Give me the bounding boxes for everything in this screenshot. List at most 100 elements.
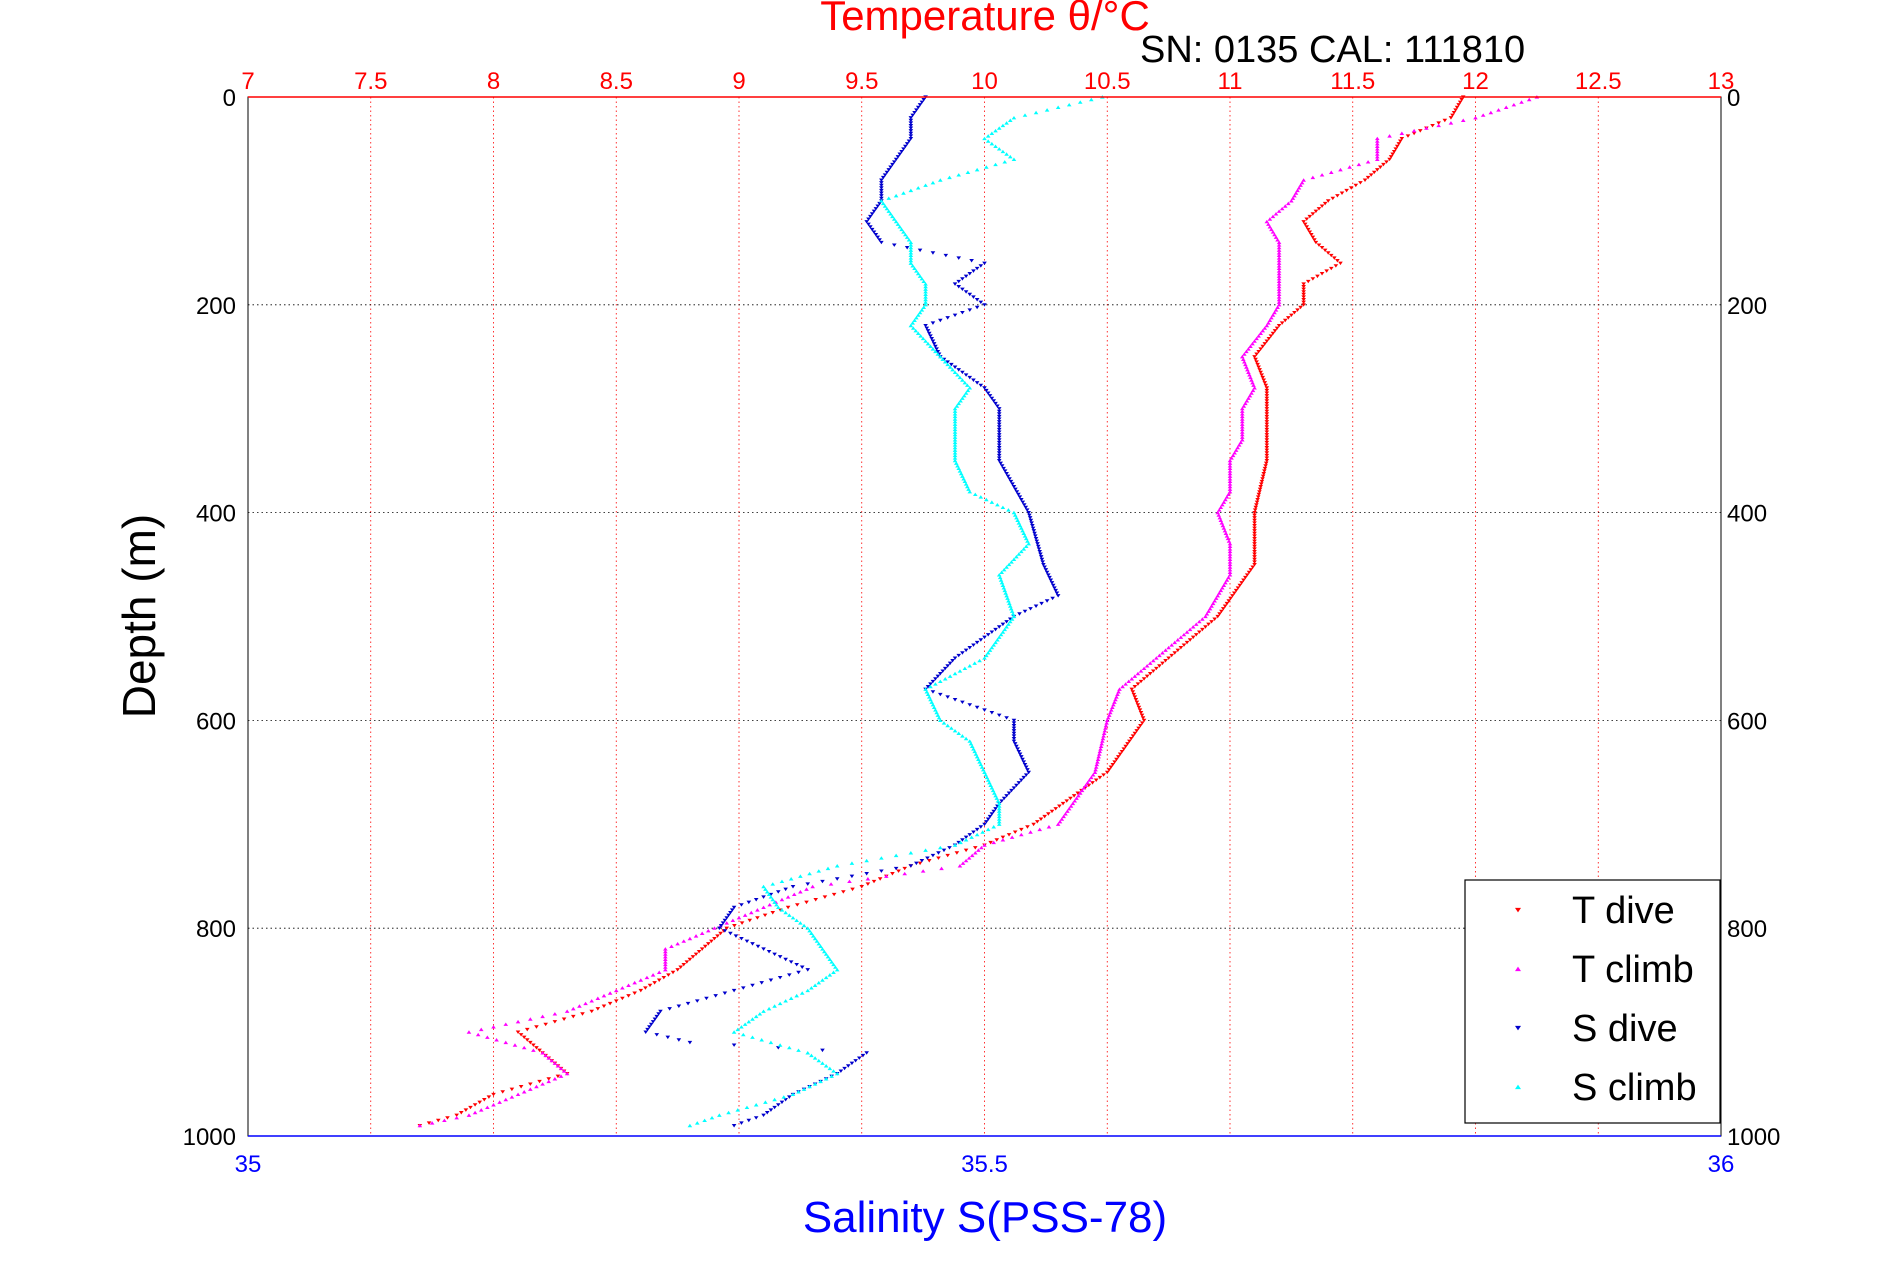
data-point	[1457, 100, 1463, 105]
data-point	[1100, 739, 1105, 743]
data-point	[993, 162, 998, 167]
data-point	[928, 344, 933, 348]
data-point	[1033, 534, 1038, 538]
data-point	[1442, 118, 1448, 123]
data-point	[963, 858, 969, 863]
data-point	[820, 947, 825, 951]
data-point	[973, 752, 979, 756]
data-point	[753, 898, 759, 902]
data-point	[952, 440, 958, 445]
data-point	[1016, 781, 1022, 785]
data-point	[552, 1020, 558, 1024]
data-point	[1126, 679, 1132, 684]
data-point	[933, 708, 938, 712]
data-point	[933, 344, 938, 349]
data-point	[1108, 710, 1113, 715]
data-point	[957, 469, 963, 473]
data-point	[908, 258, 914, 263]
data-point	[1333, 264, 1339, 268]
data-point	[1041, 562, 1046, 567]
data-point	[1223, 531, 1229, 535]
data-point	[945, 695, 950, 699]
data-point	[985, 778, 991, 782]
data-point	[985, 633, 991, 637]
data-point	[919, 308, 925, 312]
data-point	[950, 367, 955, 372]
data-point	[1134, 700, 1140, 705]
data-point	[902, 871, 908, 876]
data-point	[1263, 461, 1269, 466]
data-point	[969, 835, 974, 839]
data-point	[901, 230, 906, 234]
data-point	[996, 438, 1002, 442]
data-point	[1264, 323, 1270, 328]
data-point	[663, 952, 668, 956]
data-point	[763, 887, 768, 891]
data-point	[1172, 640, 1178, 645]
data-point	[1009, 617, 1015, 621]
data-point	[747, 918, 753, 923]
data-point	[963, 274, 969, 279]
data-point	[833, 965, 838, 969]
data-point	[945, 362, 950, 367]
data-point	[1002, 469, 1008, 473]
data-point	[982, 303, 987, 307]
data-point	[1239, 422, 1245, 426]
data-point	[1324, 269, 1329, 273]
data-point	[1011, 726, 1017, 731]
data-point	[524, 1038, 530, 1042]
data-point	[1112, 760, 1117, 764]
data-point	[912, 266, 917, 271]
data-point	[974, 167, 980, 172]
data-point	[1328, 170, 1334, 174]
data-point	[982, 822, 987, 827]
data-point	[1021, 760, 1027, 764]
data-point	[929, 700, 935, 704]
data-point	[952, 425, 958, 429]
data-point	[996, 126, 1002, 130]
data-point	[1262, 342, 1268, 346]
data-point	[845, 1064, 851, 1068]
data-point	[1035, 542, 1040, 546]
data-point	[1252, 339, 1257, 343]
data-point	[503, 1040, 509, 1045]
data-point	[732, 923, 737, 928]
data-point	[555, 1064, 561, 1068]
data-point	[1127, 739, 1132, 744]
data-point	[491, 1102, 496, 1107]
data-point	[1270, 214, 1276, 219]
data-point	[785, 905, 791, 910]
data-point	[993, 627, 998, 632]
data-point	[818, 1079, 823, 1084]
data-point	[956, 653, 962, 658]
data-point	[956, 256, 962, 260]
data-point	[706, 942, 711, 946]
data-point	[788, 960, 794, 964]
data-point	[478, 1027, 484, 1032]
temp-tick-label: 10.5	[1084, 68, 1131, 95]
data-point	[1114, 695, 1119, 699]
data-point	[1172, 651, 1178, 655]
data-point	[834, 967, 840, 972]
data-point	[945, 360, 950, 364]
data-point	[897, 225, 903, 229]
data-point	[1258, 331, 1263, 335]
data-point	[915, 186, 921, 190]
data-point	[755, 908, 760, 912]
data-point	[1001, 567, 1007, 572]
data-point	[963, 482, 969, 486]
data-point	[684, 960, 690, 964]
data-point	[739, 903, 744, 907]
data-point	[775, 905, 781, 910]
data-point	[687, 957, 693, 962]
data-point	[1304, 217, 1310, 221]
data-point	[963, 848, 969, 853]
data-point	[956, 279, 962, 284]
data-point	[996, 425, 1002, 429]
data-point	[1066, 806, 1072, 811]
data-point	[1040, 560, 1045, 564]
data-point	[831, 962, 836, 967]
data-point	[1250, 380, 1255, 385]
data-point	[595, 996, 601, 1000]
data-point	[1019, 832, 1024, 837]
